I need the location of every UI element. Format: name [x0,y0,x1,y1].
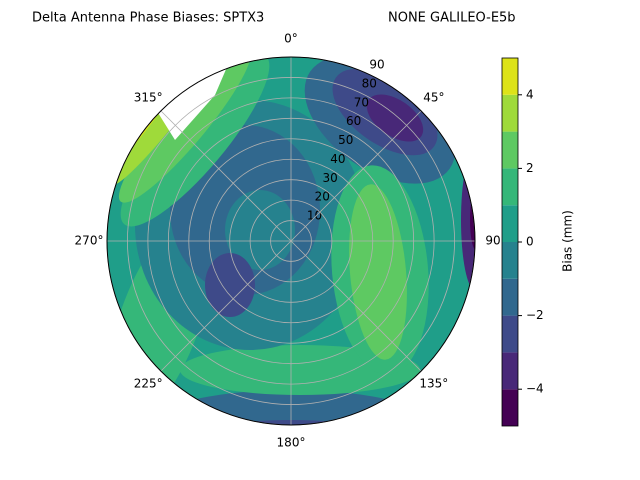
grid-spoke [160,110,292,242]
grid-spoke [160,240,292,372]
r-tick-label: 90 [369,58,384,72]
colorbar-band [502,94,518,132]
colorbar-tick-label: 0 [526,235,534,249]
colorbar-label: Bias (mm) [561,210,575,272]
r-tick-label: 80 [362,76,377,90]
colorbar-tick-label: 2 [526,161,534,175]
chart-title: Delta Antenna Phase Biases: SPTX3 [32,11,264,26]
chart-subtitle: NONE GALILEO-E5b [388,11,516,26]
polar-frame [106,56,476,426]
theta-tick-label: 180° [277,436,306,450]
colorbar-band [502,242,518,279]
colorbar-band [502,58,518,95]
colorbar-tick-label: 4 [526,87,534,101]
theta-tick-label: 135° [419,376,448,390]
r-tick-label: 60 [346,114,361,128]
colorbar-band [502,315,518,353]
theta-tick-label: 315° [134,91,163,105]
r-tick-label: 30 [322,171,337,185]
colorbar-band [502,389,518,426]
grid-spoke [290,240,422,372]
theta-tick-label: 270° [75,234,104,248]
contour-region [461,150,475,290]
r-tick-label: 50 [338,133,353,147]
r-tick-label: 70 [354,95,369,109]
colorbar-band [502,352,518,390]
colorbar-band [502,278,518,316]
colorbar-band [502,168,518,206]
theta-tick-label: 45° [423,91,444,105]
r-tick-label: 10 [307,209,322,223]
r-tick-label: 40 [330,152,345,166]
r-tick-label: 20 [315,190,330,204]
colorbar-band [502,205,518,242]
theta-tick-label: 0° [284,32,298,46]
contour-region [205,253,255,317]
theta-tick-label: 225° [134,376,163,390]
colorbar-tick-label: −4 [526,382,544,396]
theta-tick-label: 90 [485,234,500,248]
colorbar-tick-label: −2 [526,308,544,322]
colorbar-band [502,131,518,169]
grid-spoke [290,110,422,242]
contour-region [225,190,295,270]
